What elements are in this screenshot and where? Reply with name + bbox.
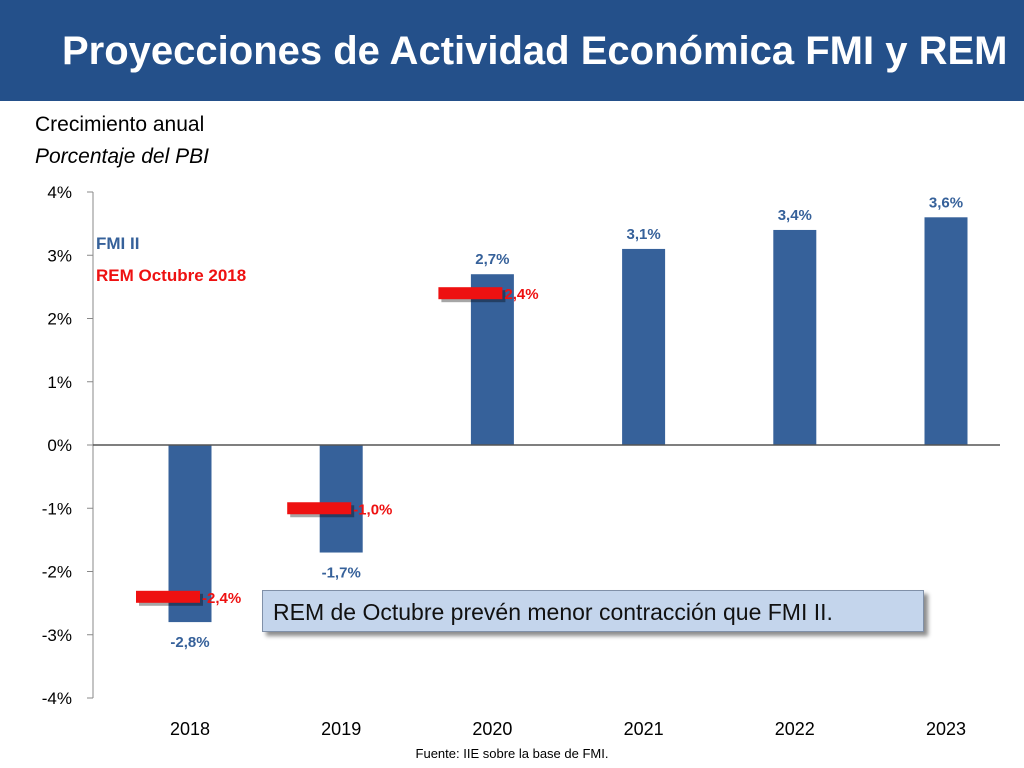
x-tick-label: 2022 <box>775 719 815 739</box>
data-label-rem: 2,4% <box>504 286 538 303</box>
data-label-fmi: -2,8% <box>170 634 209 651</box>
y-tick-label: -2% <box>42 563 72 582</box>
page-title: Proyecciones de Actividad Económica FMI … <box>62 29 1008 73</box>
y-tick-label: 0% <box>47 436 72 455</box>
data-label-fmi: 3,4% <box>778 207 812 224</box>
chart-subtitle-line2: Porcentaje del PBI <box>35 145 209 168</box>
x-tick-label: 2020 <box>472 719 512 739</box>
y-tick-label: 3% <box>47 246 72 265</box>
y-tick-label: -3% <box>42 626 72 645</box>
y-tick-label: 1% <box>47 373 72 392</box>
title-bar: Proyecciones de Actividad Económica FMI … <box>0 0 1024 101</box>
data-label-fmi: 3,1% <box>626 226 660 243</box>
data-label-fmi: -1,7% <box>322 565 361 582</box>
x-tick-label: 2018 <box>170 719 210 739</box>
data-label-fmi: 3,6% <box>929 194 963 211</box>
rem-marker-2019 <box>287 502 352 515</box>
rem-marker-2018 <box>136 590 200 603</box>
x-tick-label: 2019 <box>321 719 361 739</box>
y-tick-label: 4% <box>47 183 72 202</box>
data-label-rem: -2,4% <box>202 590 241 607</box>
bar-fmi-2022 <box>773 229 817 445</box>
data-label-rem: -1,0% <box>353 501 392 518</box>
source-note: Fuente: IIE sobre la base de FMI. <box>415 746 609 761</box>
bar-fmi-2020 <box>470 274 514 445</box>
y-tick-label: -1% <box>42 499 72 518</box>
bar-fmi-2023 <box>924 217 968 445</box>
legend-rem: REM Octubre 2018 <box>96 266 246 285</box>
bar-fmi-2019 <box>319 445 363 553</box>
y-tick-label: 2% <box>47 310 72 329</box>
callout-box: REM de Octubre prevén menor contracción … <box>262 590 924 632</box>
bar-fmi-2021 <box>622 248 666 445</box>
data-label-fmi: 2,7% <box>475 251 509 268</box>
rem-marker-2020 <box>438 287 503 300</box>
legend-fmi: FMI II <box>96 234 139 253</box>
x-tick-label: 2023 <box>926 719 966 739</box>
y-tick-label: -4% <box>42 689 72 708</box>
x-tick-label: 2021 <box>624 719 664 739</box>
chart-subtitle-line1: Crecimiento anual <box>35 113 205 136</box>
